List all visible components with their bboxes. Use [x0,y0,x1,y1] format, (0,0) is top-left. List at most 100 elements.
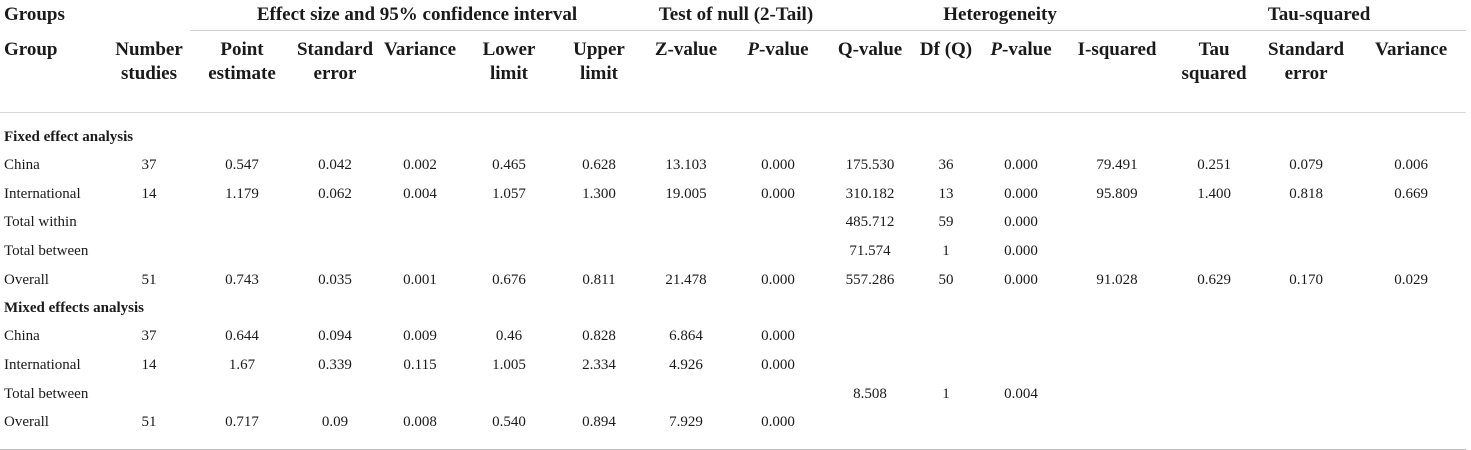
table-cell: 0.001 [403,271,437,288]
table-cell [1062,208,1172,237]
z-value-header: Z-value [654,39,718,60]
group-column-header: Group [4,38,58,60]
table-cell: 0.629 [1197,271,1231,288]
table-cell [644,208,728,237]
effect-size-heading: Effect size and 95% confidence interval [190,0,644,31]
table-cell [980,409,1062,438]
table-cell [464,208,554,237]
table-cell: 71.574 [849,242,891,259]
table-cell: 0.029 [1394,271,1428,288]
heterogeneity-heading: Heterogeneity [828,0,1173,31]
fixed-effect-section-row: Fixed effect analysis [0,123,1466,151]
table-cell: 0.000 [761,356,795,373]
df-q-header: Df (Q) [919,39,973,60]
table-cell: 0.717 [225,414,259,431]
table-cell [644,380,728,409]
table-row: China 37 0.547 0.042 0.002 0.465 0.628 13.103 0.… [0,151,1466,180]
table-cell: 51 [141,271,157,288]
table-cell: 79.491 [1096,156,1138,173]
table-cell [1256,380,1356,409]
table-cell: 0.008 [403,414,437,431]
table-cell: 0.000 [1004,242,1038,259]
table-cell [1062,237,1172,266]
fixed-effect-section-title: Fixed effect analysis [4,128,134,145]
table-cell: 0.743 [225,271,259,288]
table-cell [1172,380,1256,409]
table-cell [294,380,376,409]
table-cell: 0.46 [495,328,523,345]
table-cell: 0.006 [1394,156,1428,173]
table-row: Overall 51 0.743 0.035 0.001 0.676 0.811 21.478… [0,266,1466,295]
table-cell [464,237,554,266]
table-cell [294,208,376,237]
row-label: Overall [4,414,49,431]
table-cell: 0.000 [761,185,795,202]
lower-limit-header: Lower limit [482,39,536,85]
table-cell [1062,322,1172,351]
table-cell [828,351,912,380]
table-cell [554,208,644,237]
table-cell [376,237,464,266]
table-cell: 0.465 [492,156,526,173]
table-cell [1256,208,1356,237]
table-cell [1172,351,1256,380]
table-row: Total between 8.508 1 0.004 [0,380,1466,409]
table-cell: 6.864 [669,328,703,345]
upper-limit-header: Upper limit [573,39,625,85]
groups-heading: Groups [4,4,65,26]
table-cell: 1.005 [492,356,526,373]
table-cell: 0.540 [492,414,526,431]
table-cell: 7.929 [669,414,703,431]
row-label: China [4,328,40,345]
table-cell: 50 [938,271,954,288]
row-label: Total between [4,385,89,402]
table-row: International 14 1.179 0.062 0.004 1.057 1.300… [0,180,1466,209]
table-cell: 4.926 [669,356,703,373]
table-cell: 21.478 [665,271,707,288]
table-cell: 2.334 [582,356,616,373]
table-cell [1356,208,1466,237]
p-value-header: P-value [747,39,809,60]
table-cell: 14 [141,185,157,202]
table-row: Total within 485.712 59 0.000 [0,208,1466,237]
tau-variance-header: Variance [1375,39,1448,60]
table-cell: 1.400 [1197,185,1231,202]
table-cell [108,237,190,266]
table-cell [1256,237,1356,266]
table-cell: 37 [141,156,157,173]
table-cell [828,322,912,351]
table-row: Total between 71.574 1 0.000 [0,237,1466,266]
table-cell: 0.000 [1004,156,1038,173]
table-cell: 8.508 [853,385,887,402]
table-cell [728,237,828,266]
table-cell [554,380,644,409]
table-cell [108,208,190,237]
table-cell: 1 [942,242,950,259]
table-cell [828,409,912,438]
table-cell: 0.062 [318,185,352,202]
row-label: International [4,356,81,373]
table-cell [1356,380,1466,409]
null-test-heading: Test of null (2-Tail) [644,0,829,31]
table-cell: 0.811 [582,271,616,288]
table-cell [912,409,980,438]
table-cell: 1.057 [492,185,526,202]
p-value-heterogeneity-header: P-value [990,39,1052,60]
table-row: Overall 51 0.717 0.09 0.008 0.540 0.894 7.929 0.… [0,409,1466,438]
table-cell: 0.09 [321,414,349,431]
table-cell [108,380,190,409]
table-cell: 13 [938,185,954,202]
table-cell: 175.530 [845,156,895,173]
table-cell [190,380,294,409]
table-cell: 91.028 [1096,271,1138,288]
header-row-groups: Groups Effect size and 95% confidence in… [0,0,1467,31]
table-cell: 95.809 [1096,185,1138,202]
table-cell: 0.000 [761,271,795,288]
table-cell: 37 [141,328,157,345]
q-value-header: Q-value [837,39,903,60]
table-cell: 0.004 [1004,385,1038,402]
number-studies-header: Number studies [115,38,183,84]
row-label: China [4,156,40,173]
row-label: Overall [4,271,49,288]
